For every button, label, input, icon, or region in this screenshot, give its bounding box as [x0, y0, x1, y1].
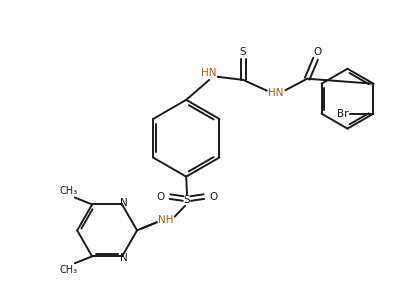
Text: O: O	[209, 192, 217, 202]
Text: N: N	[120, 198, 127, 208]
Text: S: S	[240, 47, 246, 57]
Text: NH: NH	[158, 215, 174, 225]
Text: HN: HN	[201, 68, 216, 77]
Text: O: O	[313, 47, 321, 57]
Text: O: O	[157, 192, 165, 202]
Text: S: S	[184, 196, 190, 205]
Text: CH₃: CH₃	[59, 265, 77, 275]
Text: N: N	[120, 253, 127, 263]
Text: CH₃: CH₃	[59, 186, 77, 196]
Text: HN: HN	[268, 88, 283, 98]
Text: Br: Br	[337, 109, 348, 119]
